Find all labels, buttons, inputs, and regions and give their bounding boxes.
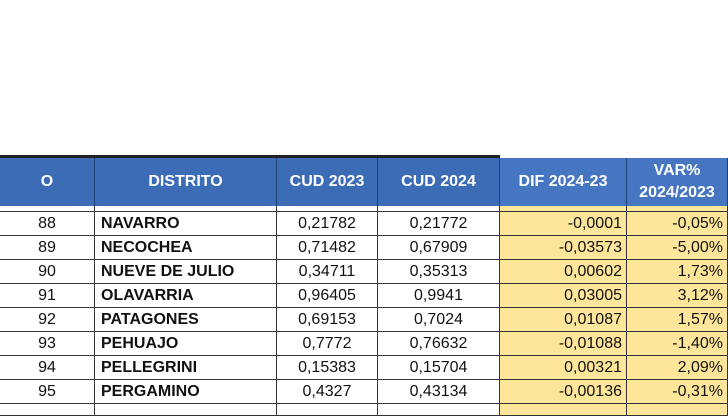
table-cell: 0,21772 — [378, 212, 500, 236]
header-cell: O — [0, 158, 95, 206]
table-cell: 2,09% — [627, 356, 728, 380]
table-cell: 0,76632 — [378, 332, 500, 356]
table-cell: -5,00% — [627, 236, 728, 260]
table-cell: 0,00602 — [500, 260, 627, 284]
table-cell: 0,69153 — [277, 308, 378, 332]
partial-cell — [378, 404, 500, 416]
table-cell: 0,00321 — [500, 356, 627, 380]
table-cell: 0,03005 — [500, 284, 627, 308]
table-cell: 0,35313 — [378, 260, 500, 284]
table-cell: 95 — [0, 380, 95, 404]
table-cell: PELLEGRINI — [95, 356, 277, 380]
table-cell: 0,67909 — [378, 236, 500, 260]
table-cell: 0,71482 — [277, 236, 378, 260]
table-cell: -0,05% — [627, 212, 728, 236]
header-cell: DISTRITO — [95, 158, 277, 206]
partial-cell — [500, 404, 627, 416]
partial-cell — [627, 404, 728, 416]
table-cell: NUEVE DE JULIO — [95, 260, 277, 284]
table-cell: 0,01087 — [500, 308, 627, 332]
table-cell: 92 — [0, 308, 95, 332]
header-cell: CUD 2024 — [378, 158, 500, 206]
table-cell: PEHUAJO — [95, 332, 277, 356]
table-cell: -0,0001 — [500, 212, 627, 236]
table-cell: -0,00136 — [500, 380, 627, 404]
table-cell: 1,73% — [627, 260, 728, 284]
table-cell: -1,40% — [627, 332, 728, 356]
table-cell: 93 — [0, 332, 95, 356]
table-cell: 0,4327 — [277, 380, 378, 404]
header-cell: DIF 2024-23 — [500, 158, 627, 206]
table-cell: PERGAMINO — [95, 380, 277, 404]
partial-cell — [378, 206, 500, 212]
table-cell: 3,12% — [627, 284, 728, 308]
table-cell: 90 — [0, 260, 95, 284]
table-cell: 94 — [0, 356, 95, 380]
table-cell: 88 — [0, 212, 95, 236]
partial-cell — [0, 404, 95, 416]
partial-cell — [0, 206, 95, 212]
table-cell: 0,7024 — [378, 308, 500, 332]
table-cell: 0,96405 — [277, 284, 378, 308]
table-cell: 89 — [0, 236, 95, 260]
header-border — [0, 155, 500, 158]
table-cell: 0,15704 — [378, 356, 500, 380]
table-cell: OLAVARRIA — [95, 284, 277, 308]
table-cell: 1,57% — [627, 308, 728, 332]
table-cell: NAVARRO — [95, 212, 277, 236]
header-cell: VAR% 2024/2023 — [627, 158, 728, 206]
table-cell: 0,21782 — [277, 212, 378, 236]
table-cell: NECOCHEA — [95, 236, 277, 260]
table-cell: 0,43134 — [378, 380, 500, 404]
table-cell: 91 — [0, 284, 95, 308]
table-cell: PATAGONES — [95, 308, 277, 332]
partial-cell — [277, 404, 378, 416]
partial-cell — [500, 206, 627, 212]
table-cell: 0,7772 — [277, 332, 378, 356]
partial-cell — [277, 206, 378, 212]
table-cell: 0,9941 — [378, 284, 500, 308]
table-cell: -0,03573 — [500, 236, 627, 260]
table-cell: -0,01088 — [500, 332, 627, 356]
header-cell: CUD 2023 — [277, 158, 378, 206]
partial-cell — [95, 404, 277, 416]
table-cell: 0,15383 — [277, 356, 378, 380]
table-cell: -0,31% — [627, 380, 728, 404]
partial-cell — [95, 206, 277, 212]
table-cell: 0,34711 — [277, 260, 378, 284]
